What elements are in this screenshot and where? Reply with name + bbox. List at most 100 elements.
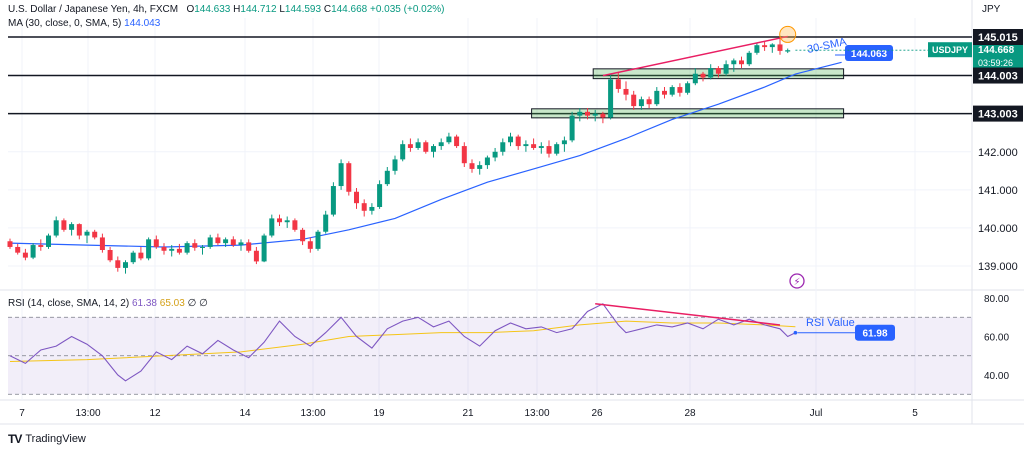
last-price-tag	[973, 42, 1023, 71]
candle-body	[554, 144, 560, 154]
candle-body	[207, 237, 213, 247]
time-tick-label: 21	[462, 408, 474, 419]
candle-body	[323, 214, 329, 232]
candle-body	[200, 246, 205, 248]
price-tick-label: 144.003	[978, 71, 1018, 83]
time-tick-label: 12	[149, 408, 161, 419]
candle-body	[153, 239, 159, 247]
ohlc-close-label: C	[323, 4, 332, 15]
candle-body	[46, 235, 51, 247]
candle-body	[569, 115, 575, 141]
rsi-value-tag-text: 61.98	[862, 329, 887, 340]
candle-body	[623, 88, 629, 95]
ma-legend-value: 144.043	[124, 18, 161, 29]
candle-body	[130, 252, 136, 263]
candle-body	[361, 203, 367, 211]
time-tick-label: 7	[19, 408, 25, 419]
candle-body	[762, 45, 768, 48]
candle-body	[662, 90, 667, 95]
candle-body	[708, 68, 714, 78]
candle-body	[415, 142, 421, 148]
candle-body	[577, 111, 583, 116]
candles-layer[interactable]	[7, 35, 791, 274]
tradingview-logo-text: TradingView	[25, 433, 86, 445]
candle-body	[477, 165, 483, 169]
currency-label: JPY	[982, 4, 1001, 15]
ohlc-high-label: H	[233, 4, 241, 15]
ma-value-tag	[845, 45, 893, 61]
rsi-line	[9, 303, 796, 382]
rsi-legend[interactable]: RSI (14, close, SMA, 14, 2) 61.38 65.03 …	[8, 298, 208, 309]
candle-body	[431, 146, 436, 152]
ohlc-high: 144.712	[240, 4, 277, 15]
candle-body	[531, 144, 537, 148]
candle-body	[184, 243, 190, 253]
ma-layer	[9, 61, 842, 248]
time-tick-label: 19	[373, 408, 385, 419]
rsi-layer	[9, 303, 796, 382]
candle-body	[253, 250, 259, 262]
candle-body	[230, 239, 236, 246]
candle-body	[169, 248, 175, 251]
candle-body	[99, 237, 105, 251]
rsi-end-dot	[793, 330, 798, 335]
candle-body	[246, 242, 252, 251]
rsi-ma-legend-value: 65.03	[159, 298, 185, 309]
economic-event-icon	[789, 273, 805, 289]
candle-body	[638, 99, 644, 107]
rsi-annotation-label: RSI Value	[806, 317, 855, 329]
axes-layer: 145.015 144.003 143.003 142.000 141.000 140.0…	[19, 4, 1023, 419]
candle-body	[261, 235, 267, 262]
candle-body	[769, 44, 775, 48]
time-tick-label: 13:00	[524, 408, 549, 419]
ma-30-line	[9, 61, 842, 248]
price-tick-label: 139.000	[978, 261, 1018, 273]
time-tick-label: 26	[591, 408, 603, 419]
candle-body	[592, 113, 598, 116]
price-peak-marker	[779, 25, 797, 43]
candle-body	[354, 191, 359, 204]
candle-body	[515, 136, 521, 147]
candle-body	[346, 163, 352, 192]
candle-body	[454, 136, 460, 147]
candle-body	[585, 111, 590, 116]
rsi-tick-label: 80.00	[984, 294, 1009, 305]
candle-body	[615, 79, 621, 89]
rsi-legend-extra: ∅ ∅	[187, 298, 208, 309]
candle-body	[338, 163, 344, 187]
candle-body	[369, 206, 375, 211]
rsi-tick-label: 40.00	[984, 371, 1009, 382]
time-tick-label: 13:00	[300, 408, 325, 419]
rsi-value-tag	[855, 324, 895, 341]
candle-body	[123, 262, 128, 268]
candle-body	[600, 113, 606, 118]
candle-body	[484, 157, 490, 166]
ohlc-low: 144.593	[284, 4, 322, 15]
symbol-tag	[928, 42, 972, 58]
rsi-trendline	[595, 303, 781, 326]
candle-body	[746, 52, 752, 65]
candle-body	[300, 229, 306, 242]
price-tick-label: 142.000	[978, 147, 1018, 159]
candle-body	[269, 218, 275, 236]
symbol-title: U.S. Dollar / Japanese Yen, 4h, FXCM	[8, 4, 179, 15]
candle-body	[7, 241, 13, 247]
ma-legend[interactable]: MA (30, close, 0, SMA, 5) 144.043	[8, 18, 160, 29]
candle-body	[669, 87, 675, 95]
candle-body	[138, 252, 144, 259]
tradingview-logo[interactable]: TV TradingView	[8, 432, 86, 446]
candle-body	[407, 144, 413, 148]
candle-body	[238, 242, 244, 246]
time-tick-label: 5	[912, 408, 918, 419]
candle-body	[53, 220, 59, 236]
candle-body	[561, 140, 567, 145]
candle-body	[146, 239, 152, 259]
ma-legend-label: MA (30, close, 0, SMA, 5)	[8, 18, 122, 29]
time-tick-label: 13:00	[75, 408, 100, 419]
candle-body	[500, 142, 506, 152]
candle-body	[538, 146, 544, 148]
candle-body	[731, 60, 737, 65]
level-lines-layer	[8, 36, 972, 115]
candle-body	[446, 136, 452, 143]
